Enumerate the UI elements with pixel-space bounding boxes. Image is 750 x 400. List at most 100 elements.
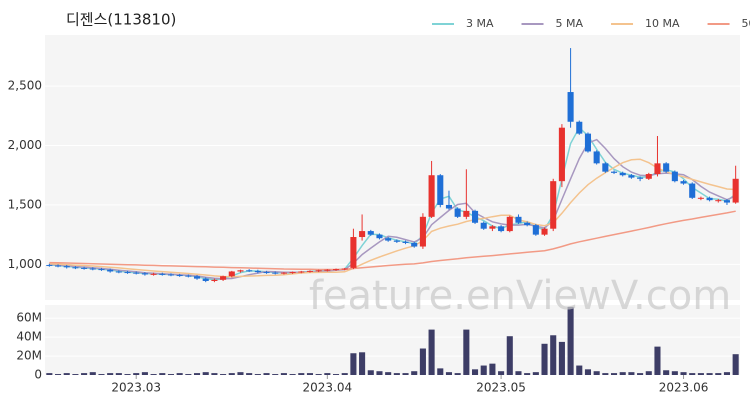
candle-body: [471, 210, 479, 223]
candle-body: [185, 275, 192, 277]
candle-body: [272, 272, 279, 274]
volume-bar: [532, 372, 539, 375]
volume-bar: [289, 374, 296, 375]
volume-bar: [220, 374, 227, 375]
candle-body: [619, 172, 626, 176]
candle-body: [193, 276, 201, 279]
watermark: feature.enViewV.com: [309, 273, 731, 319]
y-tick-label: 20M: [16, 349, 42, 363]
candle-body: [72, 267, 79, 269]
volume-bar: [167, 374, 175, 375]
volume-bar: [98, 374, 105, 375]
volume-bar: [610, 373, 618, 375]
candle-body: [246, 270, 253, 272]
legend-label: 3 MA: [466, 17, 494, 30]
volume-bar: [680, 372, 687, 375]
candle-body: [167, 274, 175, 276]
volume-bar: [637, 373, 644, 375]
chart-title: 디젠스(113810): [66, 11, 176, 29]
volume-bar: [732, 354, 739, 375]
volume-panel: [45, 305, 740, 375]
candle-body: [550, 181, 557, 229]
candle-body: [732, 178, 739, 203]
volume-bar: [315, 374, 322, 375]
y-tick-label: 2,000: [8, 138, 42, 152]
candle-body: [202, 278, 209, 281]
candle-body: [359, 231, 366, 238]
candle-body: [124, 272, 131, 274]
volume-bar: [602, 373, 609, 375]
volume-bar: [619, 372, 626, 375]
volume-bar: [489, 363, 496, 375]
volume-bar: [46, 373, 53, 375]
volume-bar: [723, 372, 731, 375]
volume-bar: [411, 371, 418, 375]
volume-bar: [697, 373, 704, 375]
volume-bar: [506, 336, 513, 375]
candle-body: [289, 272, 296, 274]
candle-body: [515, 216, 522, 223]
candle-body: [567, 92, 574, 122]
candle-body: [341, 268, 348, 270]
volume-bar: [298, 373, 305, 375]
candle-body: [706, 197, 713, 201]
volume-bar: [280, 373, 287, 375]
volume-bar: [263, 373, 270, 375]
candle-body: [298, 271, 305, 273]
volume-bar: [393, 373, 400, 375]
volume-bar: [332, 374, 340, 375]
candle-body: [532, 225, 539, 235]
legend: 3 MA 5 MA 10 MA 50 MA: [432, 17, 750, 30]
volume-bar: [567, 306, 574, 375]
x-tick-label: 2023.03: [111, 381, 161, 395]
candle-body: [393, 240, 400, 242]
candle-body: [480, 222, 487, 229]
volume-bar: [402, 373, 409, 375]
ma-line: [49, 210, 736, 271]
y-tick-label: 0: [34, 368, 42, 382]
candle-body: [593, 151, 600, 164]
volume-bar: [419, 348, 426, 375]
candle-body: [437, 175, 444, 205]
volume-bar: [306, 373, 314, 375]
price-panel: [45, 35, 740, 300]
candle-body: [454, 208, 461, 217]
candle-body: [402, 241, 409, 243]
candle-body: [63, 266, 70, 268]
candle-body: [46, 264, 53, 266]
candle-body: [350, 237, 357, 268]
volume-bar: [193, 373, 201, 375]
volume-bar: [202, 372, 209, 375]
volume-bar: [54, 374, 62, 375]
candle-body: [263, 272, 270, 274]
candle-body: [645, 174, 652, 179]
candle-body: [428, 175, 435, 217]
volume-bar: [498, 371, 505, 375]
candle-body: [584, 133, 592, 152]
candle-body: [663, 163, 670, 172]
candle-body: [315, 270, 322, 272]
volume-bar: [124, 374, 131, 375]
candle-body: [220, 276, 227, 280]
volume-bar: [133, 373, 140, 375]
candle-body: [107, 269, 114, 272]
volume-bar: [584, 369, 592, 375]
volume-bar: [272, 374, 279, 375]
candle-body: [610, 171, 618, 173]
y-tick-label: 60M: [16, 311, 42, 325]
volume-bar: [645, 371, 652, 375]
volume-bar: [445, 372, 453, 375]
candle-body: [376, 234, 383, 239]
candle-body: [280, 272, 287, 274]
ma-line: [49, 158, 736, 278]
candle-body: [506, 216, 513, 232]
candle-body: [576, 121, 583, 134]
volume-bar: [63, 373, 70, 375]
volume-bar: [237, 372, 244, 375]
y-tick-label: 2,500: [8, 79, 42, 93]
candle-body: [237, 270, 244, 272]
volume-bar: [689, 373, 696, 375]
candle-body: [150, 273, 157, 275]
candle-body: [211, 279, 218, 281]
